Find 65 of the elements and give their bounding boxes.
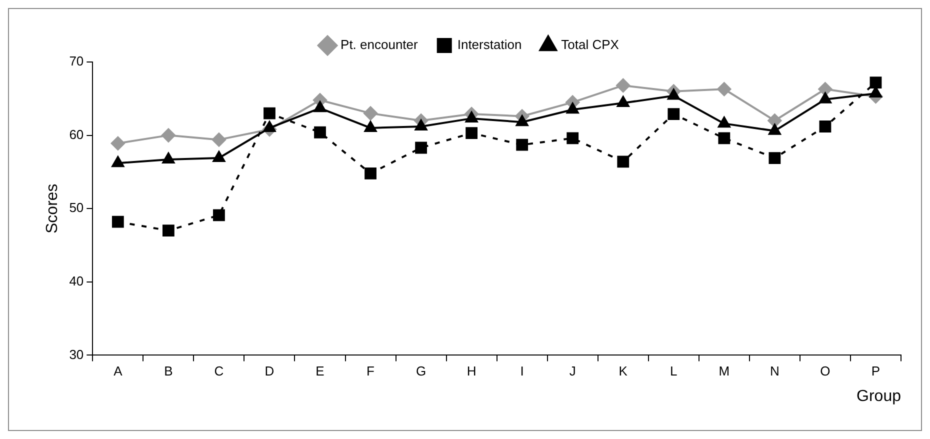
x-tick-label: I bbox=[520, 364, 524, 379]
point bbox=[616, 78, 630, 92]
point bbox=[668, 108, 680, 120]
point bbox=[162, 152, 175, 164]
y-tick-label: 60 bbox=[69, 126, 84, 142]
legend-label: Interstation bbox=[457, 37, 522, 52]
x-tick-label: K bbox=[618, 364, 628, 379]
point bbox=[616, 96, 630, 108]
point bbox=[264, 107, 276, 120]
y-tick-label: 30 bbox=[69, 346, 84, 362]
x-tick-label: M bbox=[718, 364, 730, 379]
point bbox=[212, 151, 226, 162]
point bbox=[768, 114, 782, 128]
point bbox=[161, 128, 176, 142]
point bbox=[263, 120, 276, 132]
x-axis-title: Group bbox=[856, 388, 902, 405]
point bbox=[364, 106, 378, 120]
point bbox=[768, 152, 781, 164]
legend-label: Total CPX bbox=[561, 37, 620, 52]
point bbox=[566, 102, 579, 114]
point bbox=[516, 138, 528, 151]
point bbox=[768, 124, 781, 135]
point bbox=[717, 82, 732, 96]
x-tick-label: B bbox=[164, 364, 173, 379]
point bbox=[213, 209, 225, 222]
point bbox=[212, 132, 226, 147]
point bbox=[415, 142, 427, 154]
point bbox=[516, 115, 528, 126]
x-tick-label: N bbox=[770, 364, 780, 379]
point bbox=[718, 116, 730, 128]
point bbox=[314, 101, 326, 112]
point bbox=[466, 127, 478, 140]
y-axis-title: Scores bbox=[44, 184, 62, 234]
point bbox=[112, 216, 124, 228]
x-tick-label: C bbox=[214, 364, 224, 379]
point bbox=[718, 132, 730, 144]
x-tick-label: A bbox=[114, 364, 123, 379]
x-tick-label: G bbox=[416, 364, 426, 379]
x-tick-label: H bbox=[466, 364, 476, 379]
x-tick-label: P bbox=[871, 364, 880, 379]
point bbox=[818, 82, 832, 96]
x-tick-label: D bbox=[264, 364, 274, 379]
point bbox=[617, 156, 630, 168]
x-tick-label: O bbox=[820, 364, 830, 379]
x-tick-label: L bbox=[670, 364, 678, 379]
point bbox=[414, 120, 428, 131]
point bbox=[364, 167, 376, 180]
x-tick-label: F bbox=[366, 364, 375, 379]
y-tick-label: 70 bbox=[69, 54, 84, 69]
point bbox=[819, 92, 832, 104]
legend-label: Pt. encounter bbox=[340, 37, 419, 52]
point bbox=[566, 132, 579, 144]
point bbox=[819, 120, 832, 132]
point bbox=[162, 224, 174, 237]
point bbox=[667, 88, 680, 100]
point bbox=[364, 120, 377, 132]
point bbox=[314, 126, 326, 138]
point bbox=[110, 136, 125, 150]
y-tick-label: 40 bbox=[69, 273, 84, 288]
x-tick-label: J bbox=[569, 364, 576, 379]
x-tick-label: E bbox=[316, 364, 325, 379]
point bbox=[870, 76, 882, 88]
y-tick-label: 50 bbox=[69, 200, 84, 216]
point bbox=[465, 111, 478, 122]
point bbox=[112, 156, 124, 168]
